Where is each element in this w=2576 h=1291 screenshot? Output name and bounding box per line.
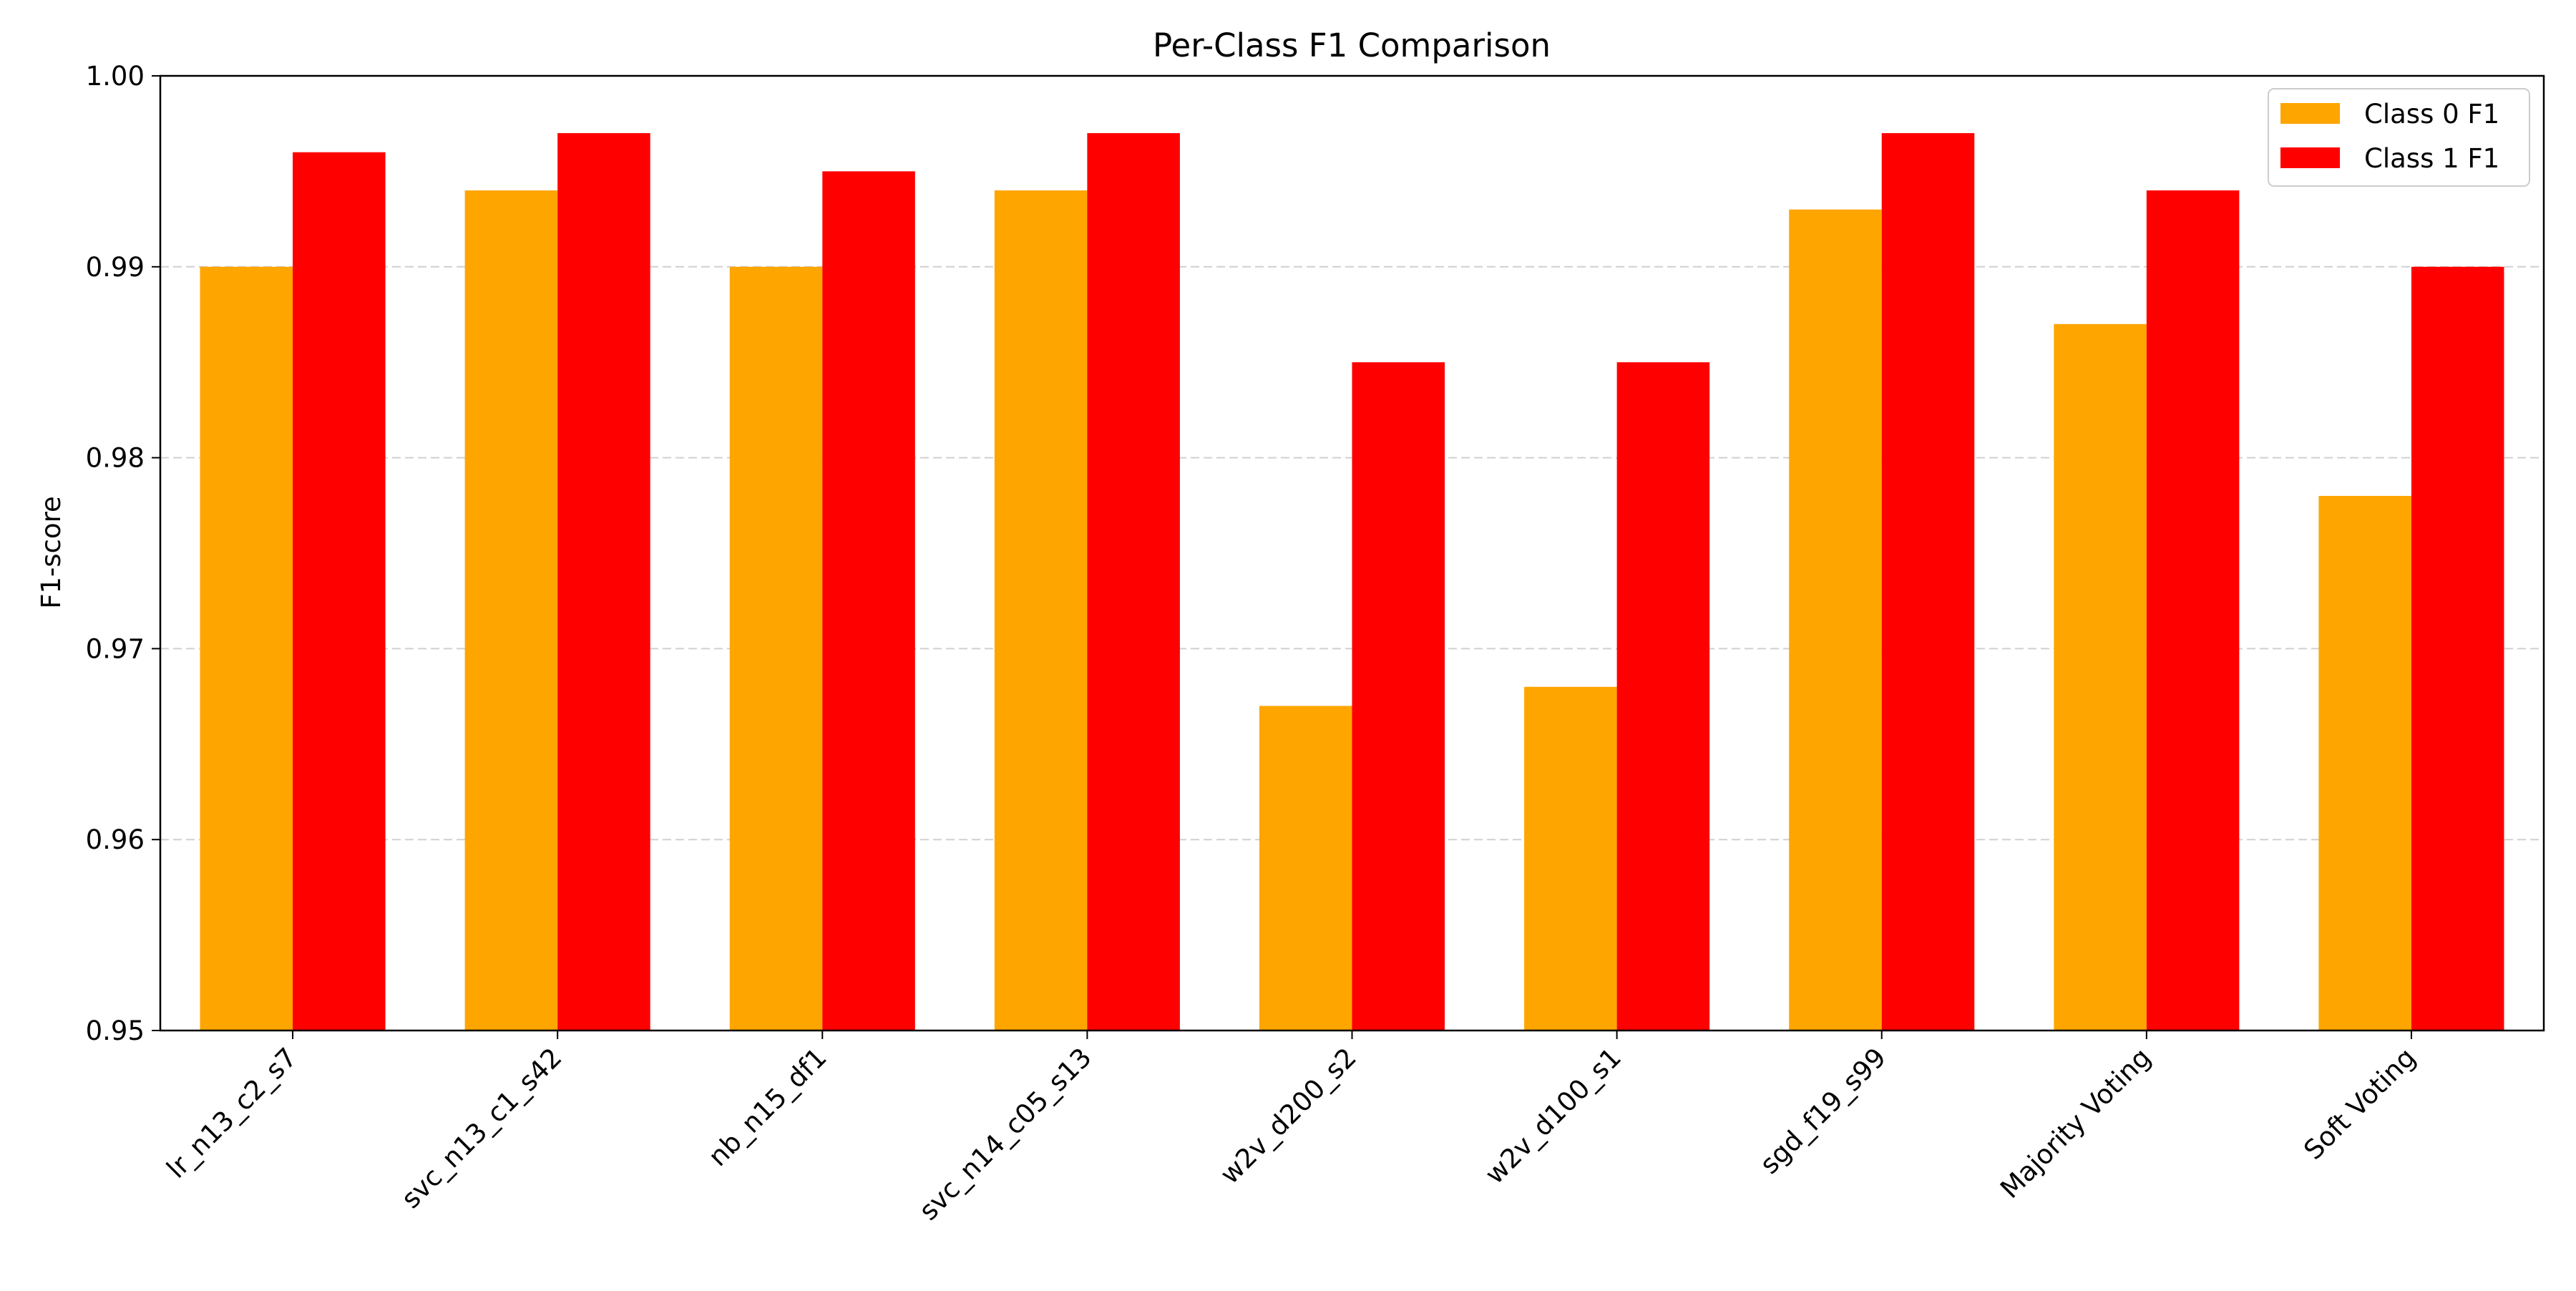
legend-label-class-1: Class 1 F1 <box>2364 143 2499 174</box>
y-tick-label: 0.96 <box>86 824 145 855</box>
bar-class-0 <box>994 190 1088 1031</box>
bar-class-0 <box>200 266 293 1031</box>
bar-class-1 <box>2146 190 2240 1031</box>
y-tick-label: 0.98 <box>86 443 145 474</box>
bar-class-1 <box>1881 133 1975 1031</box>
bar-class-1 <box>2411 266 2504 1031</box>
y-axis-label: F1-score <box>36 496 67 609</box>
bar-class-1 <box>1616 362 1710 1031</box>
y-tick-label: 0.95 <box>86 1015 145 1046</box>
y-axis: 0.95 0.96 0.97 0.98 0.99 1.00 <box>86 61 160 1046</box>
bars <box>200 133 2504 1031</box>
legend-swatch-class-1 <box>2280 147 2340 168</box>
bar-class-1 <box>1352 362 1445 1031</box>
y-tick-label: 1.00 <box>86 61 145 92</box>
bar-class-0 <box>464 190 558 1031</box>
bar-class-1 <box>1087 133 1180 1031</box>
legend-swatch-class-0 <box>2280 103 2340 124</box>
bar-class-0 <box>1789 209 1882 1031</box>
y-tick-label: 0.97 <box>86 633 145 664</box>
legend-label-class-0: Class 0 F1 <box>2364 99 2499 130</box>
bar-class-1 <box>822 171 915 1031</box>
bar-class-0 <box>1524 686 1617 1031</box>
bar-class-1 <box>293 152 386 1031</box>
bar-class-0 <box>729 266 823 1031</box>
chart-title: Per-Class F1 Comparison <box>1153 26 1551 64</box>
bar-class-0 <box>2054 323 2147 1031</box>
y-tick-label: 0.99 <box>86 252 145 283</box>
bar-class-1 <box>557 133 650 1031</box>
bar-class-0 <box>2318 495 2411 1031</box>
bar-class-0 <box>1259 706 1352 1031</box>
legend: Class 0 F1 Class 1 F1 <box>2268 88 2530 187</box>
